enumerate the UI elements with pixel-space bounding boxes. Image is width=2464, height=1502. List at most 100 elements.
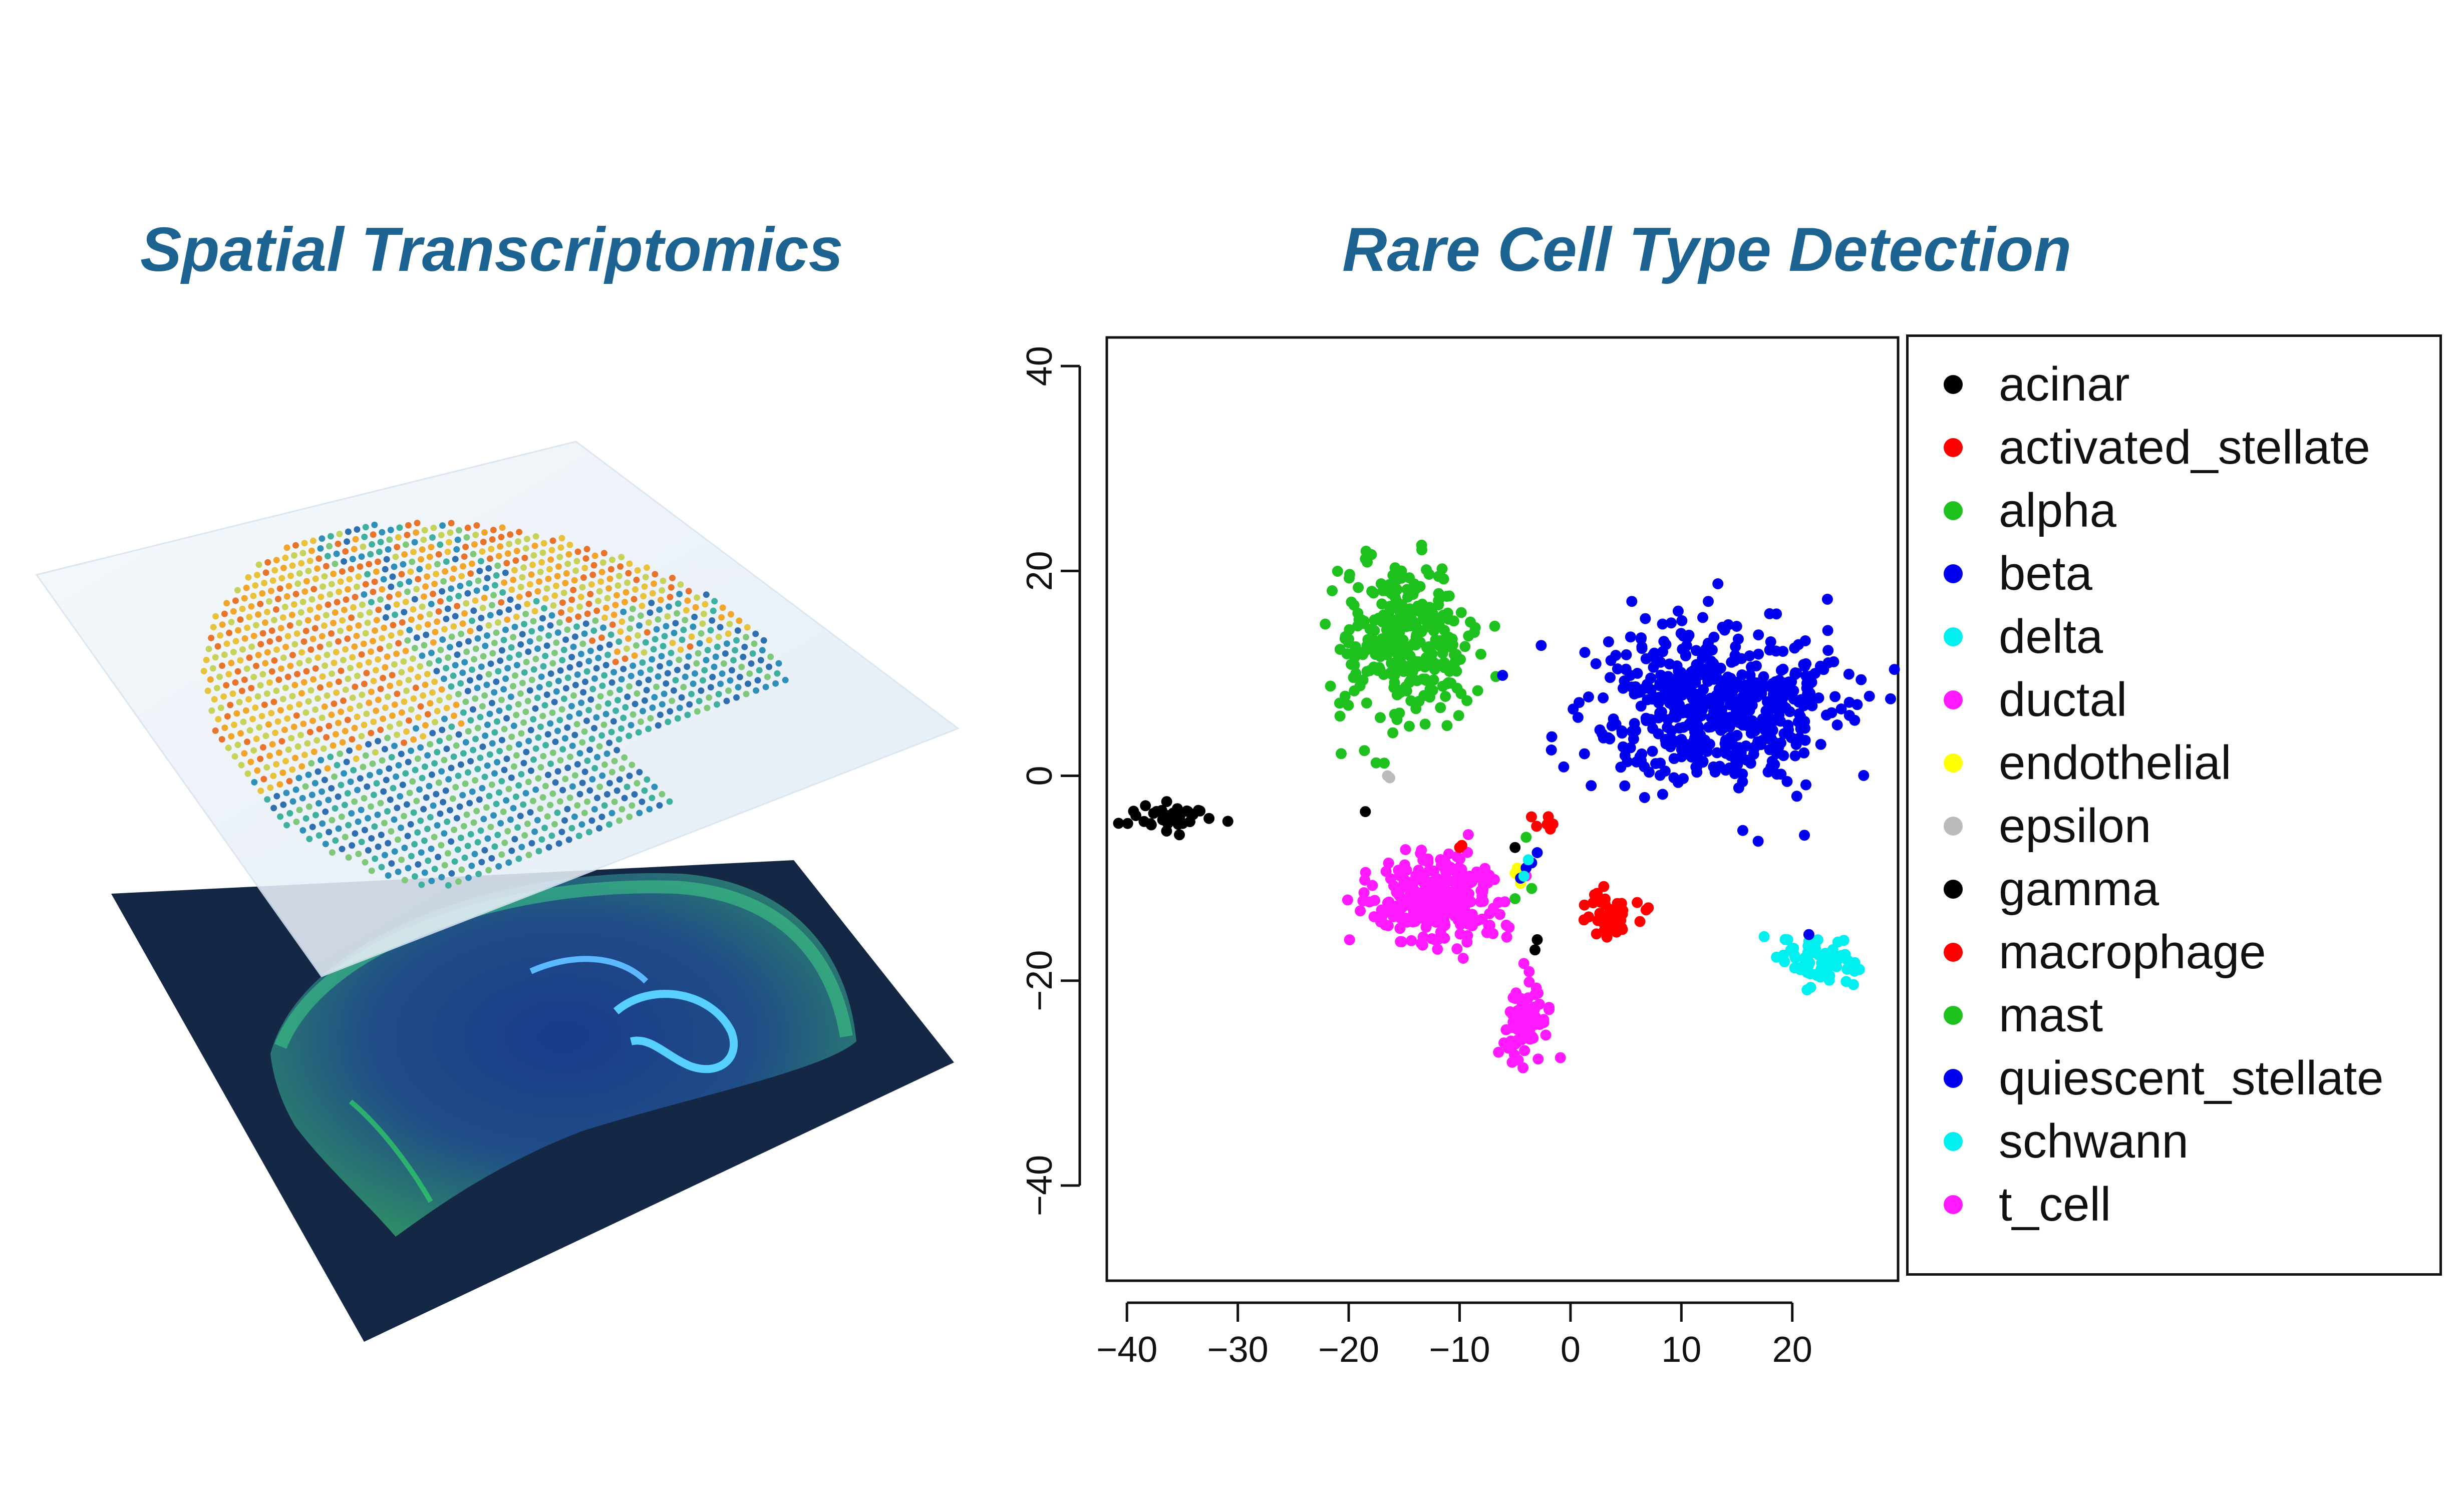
spot: [353, 583, 360, 590]
legend-item-gamma: gamma: [1944, 862, 2159, 917]
spot: [412, 767, 419, 774]
spot: [389, 672, 396, 678]
spot: [450, 623, 457, 630]
spot: [369, 760, 376, 767]
point-delta: [1805, 982, 1816, 993]
spot: [549, 709, 556, 716]
spot: [683, 607, 690, 614]
spot: [305, 657, 312, 664]
spot: [318, 593, 325, 600]
spot: [585, 658, 592, 664]
point-alpha: [1419, 718, 1431, 730]
point-beta: [1793, 708, 1805, 719]
legend-item-activated_stellate: activated_stellate: [1944, 420, 2370, 475]
spot: [283, 593, 290, 600]
point-ductal: [1420, 921, 1432, 933]
spot: [601, 802, 608, 809]
point-delta: [1840, 976, 1852, 987]
spot: [548, 612, 555, 619]
spot: [296, 570, 303, 577]
spot: [707, 627, 714, 634]
spot: [585, 706, 592, 713]
spot: [527, 767, 534, 774]
spot: [490, 812, 497, 819]
spot: [488, 546, 495, 553]
spot: [244, 624, 250, 631]
x-tick-label: −30: [1207, 1330, 1269, 1370]
spot: [696, 640, 703, 647]
point-alpha: [1359, 745, 1370, 757]
spot: [485, 622, 492, 629]
spot: [433, 791, 440, 798]
point-acinar: [1145, 818, 1156, 830]
point-delta: [1816, 949, 1828, 961]
spot: [371, 521, 378, 528]
spot: [257, 788, 264, 795]
point-beta: [1636, 643, 1648, 654]
spot: [601, 614, 608, 621]
spot: [441, 830, 448, 837]
spot: [309, 792, 316, 799]
spot: [551, 649, 558, 656]
spot: [478, 663, 485, 670]
spot: [365, 741, 372, 747]
spot: [760, 637, 767, 644]
spot: [460, 823, 467, 830]
spot: [421, 869, 428, 876]
spot: [507, 596, 514, 603]
spot: [294, 743, 301, 750]
spot: [639, 659, 646, 666]
point-ductal: [1481, 868, 1492, 879]
spot: [275, 749, 282, 756]
point-alpha: [1433, 588, 1444, 599]
spot: [547, 670, 554, 677]
spot: [410, 809, 417, 816]
spot: [485, 565, 492, 572]
spot: [411, 539, 418, 546]
legend-item-beta: beta: [1944, 546, 2092, 601]
spot: [664, 613, 671, 620]
spot: [293, 712, 300, 719]
spot: [257, 641, 264, 648]
spot: [496, 609, 503, 616]
point-epsilon: [1384, 772, 1395, 784]
spot: [487, 612, 494, 619]
spot: [287, 662, 294, 669]
point-beta: [1691, 659, 1702, 670]
spot: [404, 833, 411, 840]
spot: [556, 798, 563, 805]
spot: [612, 707, 619, 714]
spot: [526, 638, 533, 645]
spot: [424, 573, 431, 580]
spot: [440, 675, 447, 682]
spot: [485, 867, 492, 874]
legend-marker: [1944, 880, 1963, 899]
spot: [498, 851, 505, 858]
spot: [305, 772, 312, 778]
spot: [306, 557, 314, 564]
spot: [259, 630, 266, 637]
spot: [237, 730, 244, 737]
spot: [514, 603, 521, 610]
spot: [534, 694, 541, 701]
series-epsilon: [1382, 770, 1395, 784]
spot: [336, 588, 343, 595]
spot: [710, 607, 717, 614]
spot: [533, 598, 540, 605]
spot: [232, 597, 239, 604]
spot: [288, 734, 295, 741]
spot: [473, 587, 480, 594]
point-ductal: [1462, 829, 1474, 840]
spot: [636, 622, 643, 629]
spot: [378, 864, 385, 871]
spot: [299, 598, 306, 605]
spot: [756, 667, 763, 674]
spot: [676, 591, 683, 597]
legend-item-endothelial: endothelial: [1944, 735, 2231, 791]
spot: [496, 707, 503, 714]
spot: [245, 574, 252, 581]
spot: [521, 554, 528, 561]
spot: [584, 798, 591, 805]
spot: [422, 722, 429, 729]
point-t_cell: [1529, 989, 1541, 1000]
